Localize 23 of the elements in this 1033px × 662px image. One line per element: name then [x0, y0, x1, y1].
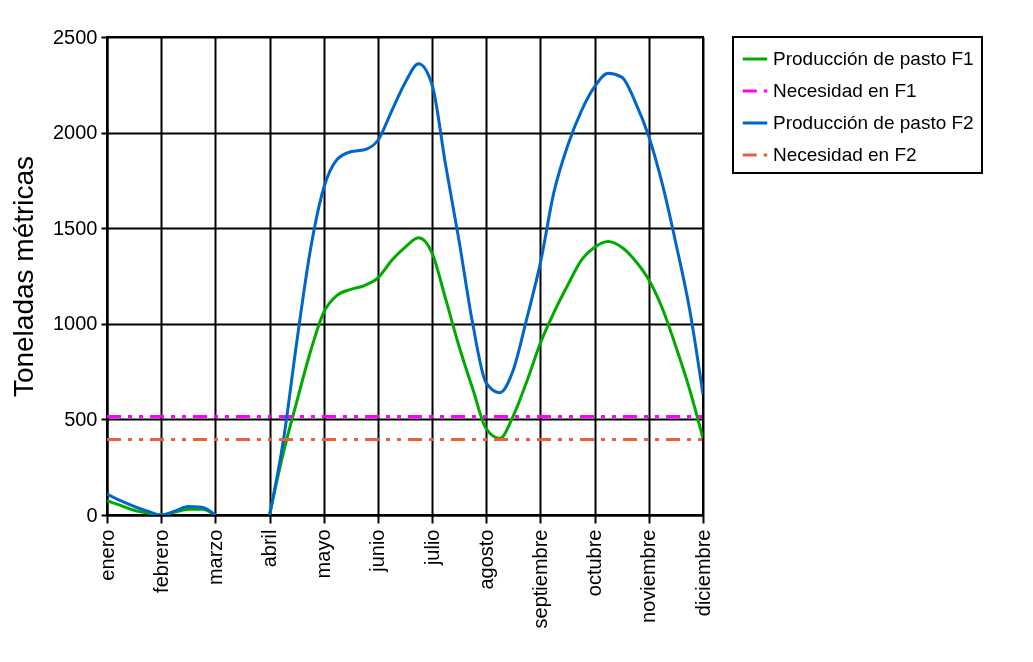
legend-label: Producción de pasto F2: [773, 112, 974, 133]
y-axis-title: Toneladas métricas: [8, 155, 40, 398]
y-tick-label: 500: [64, 407, 98, 430]
x-tick-label: enero: [95, 529, 118, 581]
legend-label: Necesidad en F2: [773, 144, 917, 165]
x-tick-label: mayo: [312, 529, 335, 579]
x-tick-label: abril: [258, 529, 281, 568]
x-tick-label: agosto: [474, 529, 497, 590]
y-tick-label: 1500: [53, 216, 98, 239]
x-tick-label: septiembre: [528, 529, 551, 629]
x-tick-label: marzo: [203, 529, 226, 586]
x-tick-label: noviembre: [637, 529, 660, 623]
x-tick-label: diciembre: [691, 529, 714, 617]
x-tick-label: octubre: [583, 529, 606, 597]
x-tick-label: junio: [366, 529, 389, 573]
y-tick-label: 2500: [53, 25, 98, 48]
legend-label: Producción de pasto F1: [773, 48, 974, 69]
x-tick-label: febrero: [149, 529, 172, 593]
y-tick-label: 1000: [53, 312, 98, 335]
x-tick-label: julio: [420, 529, 443, 567]
y-tick-label: 0: [86, 503, 98, 526]
y-tick-label: 2000: [53, 121, 98, 144]
legend-label: Necesidad en F1: [773, 80, 917, 101]
